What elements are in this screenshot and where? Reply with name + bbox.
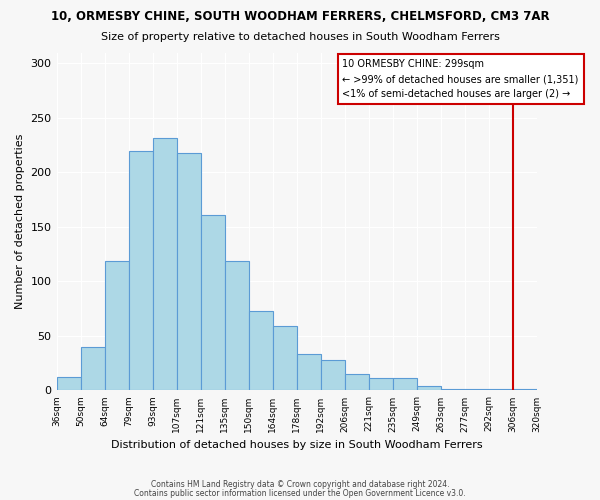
Bar xyxy=(104,260,128,390)
Text: Contains HM Land Registry data © Crown copyright and database right 2024.: Contains HM Land Registry data © Crown c… xyxy=(151,480,449,489)
Bar xyxy=(369,378,393,390)
Text: 10 ORMESBY CHINE: 299sqm
← >99% of detached houses are smaller (1,351)
<1% of se: 10 ORMESBY CHINE: 299sqm ← >99% of detac… xyxy=(343,60,579,99)
Text: Contains public sector information licensed under the Open Government Licence v3: Contains public sector information licen… xyxy=(134,488,466,498)
Text: 10, ORMESBY CHINE, SOUTH WOODHAM FERRERS, CHELMSFORD, CM3 7AR: 10, ORMESBY CHINE, SOUTH WOODHAM FERRERS… xyxy=(50,10,550,23)
Bar xyxy=(249,311,273,390)
Bar xyxy=(273,326,297,390)
Bar xyxy=(80,347,104,391)
Bar xyxy=(321,360,345,390)
Bar xyxy=(345,374,369,390)
X-axis label: Distribution of detached houses by size in South Woodham Ferrers: Distribution of detached houses by size … xyxy=(111,440,482,450)
Text: Size of property relative to detached houses in South Woodham Ferrers: Size of property relative to detached ho… xyxy=(101,32,499,42)
Bar xyxy=(152,138,176,390)
Bar xyxy=(417,386,441,390)
Bar xyxy=(176,153,200,390)
Bar xyxy=(200,215,224,390)
Bar xyxy=(128,150,152,390)
Bar xyxy=(224,260,249,390)
Bar xyxy=(393,378,417,390)
Bar xyxy=(56,378,80,390)
Bar xyxy=(297,354,321,390)
Y-axis label: Number of detached properties: Number of detached properties xyxy=(15,134,25,309)
